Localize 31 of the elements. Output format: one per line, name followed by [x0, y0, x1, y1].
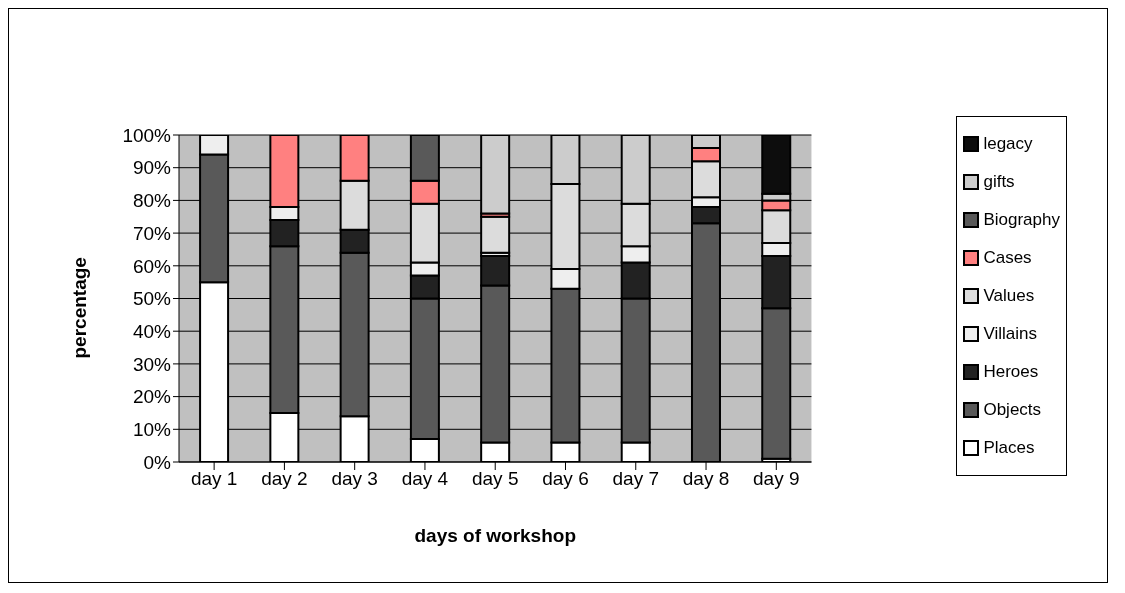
x-tick-label: day 6: [542, 468, 589, 490]
x-tick-label: day 2: [261, 468, 308, 490]
legend-label: Villains: [983, 323, 1037, 344]
y-tick-label: 10%: [132, 419, 172, 441]
y-tick-label: 20%: [132, 386, 172, 408]
y-axis-title: percentage: [68, 257, 90, 359]
y-tick-label: 100%: [122, 124, 172, 146]
y-tick-label: 80%: [132, 190, 172, 212]
y-tick-label: 40%: [132, 320, 172, 342]
x-tick-label: day 7: [612, 468, 659, 490]
y-tick-label: 30%: [132, 353, 172, 375]
y-tick-label: 70%: [132, 222, 172, 244]
legend-label: Heroes: [983, 361, 1039, 382]
x-tick-label: day 4: [401, 468, 449, 490]
x-tick-label: day 3: [331, 468, 378, 490]
y-tick-label: 90%: [132, 157, 172, 179]
legend-label: gifts: [983, 171, 1015, 192]
x-tick-label: day 8: [682, 468, 730, 490]
y-tick-label: 0%: [143, 451, 172, 473]
y-tick-label: 60%: [132, 255, 172, 277]
x-tick-label: day 1: [190, 468, 238, 490]
legend-label: Objects: [983, 399, 1042, 420]
x-tick-label: day 5: [471, 468, 519, 490]
legend-label: Values: [983, 285, 1035, 306]
legend-label: Biography: [983, 209, 1060, 230]
legend-label: legacy: [983, 133, 1033, 154]
x-tick-label: day 9: [753, 468, 800, 490]
legend-label: Places: [983, 437, 1035, 458]
x-axis-title: days of workshop: [414, 525, 576, 546]
legend-label: Cases: [983, 247, 1032, 268]
y-tick-label: 50%: [132, 288, 172, 310]
